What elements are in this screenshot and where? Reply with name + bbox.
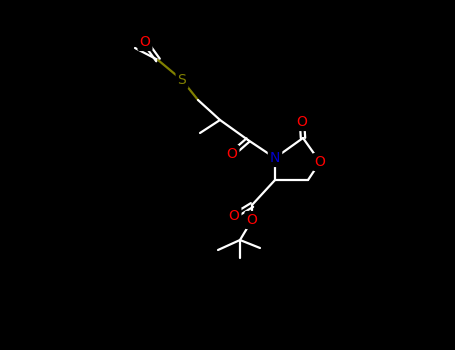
Text: O: O [314,155,325,169]
Text: S: S [177,73,187,87]
Text: O: O [228,209,239,223]
Text: N: N [270,151,280,165]
Text: O: O [227,147,238,161]
Text: O: O [140,35,151,49]
Text: O: O [297,115,308,129]
Text: O: O [247,213,258,227]
